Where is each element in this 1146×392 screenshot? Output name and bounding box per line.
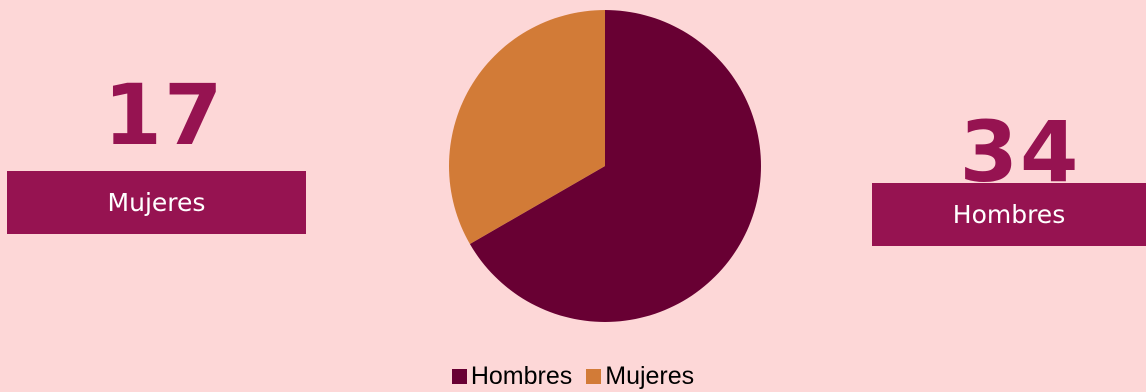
pie-slice-mujeres	[448, 10, 605, 244]
women-label: Mujeres	[107, 188, 206, 217]
chart-legend: Hombres Mujeres	[0, 362, 1146, 391]
women-label-box: Mujeres	[7, 171, 306, 234]
legend-item-hombres: Hombres	[451, 362, 573, 391]
legend-swatch-hombres	[451, 369, 467, 384]
legend-label-hombres: Hombres	[470, 362, 573, 390]
men-count: 34	[959, 103, 1081, 201]
women-count: 17	[103, 66, 225, 164]
pie-slice-hombres	[469, 10, 761, 322]
men-label: Hombres	[952, 200, 1066, 229]
legend-item-mujeres: Mujeres	[586, 362, 694, 391]
men-label-box: Hombres	[872, 183, 1146, 246]
legend-label-mujeres: Mujeres	[605, 362, 695, 390]
legend-swatch-mujeres	[586, 369, 602, 384]
